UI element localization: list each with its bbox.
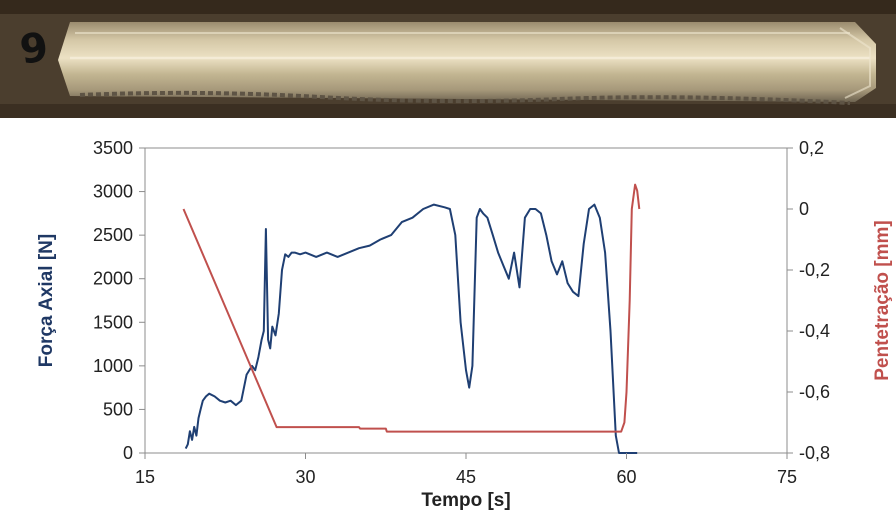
tick-labels: 15 30 45 60 75 0 500 1000 1500 2000 2500 3000 3500 -0… xyxy=(93,138,830,487)
specimen-label: 9 xyxy=(17,24,51,73)
weld-bead xyxy=(58,22,876,102)
x-axis-title: Tempo [s] xyxy=(421,490,510,511)
y-right-tick-label: -0,6 xyxy=(799,382,830,402)
force-series-line xyxy=(184,203,638,454)
force-penetration-chart: 15 30 45 60 75 0 500 1000 1500 2000 2500 3000 3500 -0… xyxy=(36,138,893,511)
y-left-tick-label: 1000 xyxy=(93,356,133,376)
x-tick-label: 45 xyxy=(456,467,476,487)
y-right-tick-label: 0 xyxy=(799,199,809,219)
penetration-series-line xyxy=(182,183,641,433)
x-tick-label: 15 xyxy=(135,467,155,487)
y-left-tick-label: 500 xyxy=(103,399,133,419)
y-left-tick-label: 0 xyxy=(123,443,133,463)
y-left-tick-label: 2000 xyxy=(93,269,133,289)
x-tick-label: 60 xyxy=(616,467,636,487)
plot-border xyxy=(144,147,788,454)
right-axis-title: Pentetração [mm] xyxy=(872,220,893,381)
y-left-tick-label: 3500 xyxy=(93,138,133,158)
y-right-tick-label: -0,4 xyxy=(799,321,830,341)
y-right-tick-label: 0,2 xyxy=(799,138,824,158)
x-tick-label: 75 xyxy=(777,467,797,487)
series-layer xyxy=(182,183,641,454)
plot-area xyxy=(144,147,788,454)
y-right-tick-label: -0,8 xyxy=(799,443,830,463)
x-tick-label: 30 xyxy=(295,467,315,487)
y-left-tick-label: 1500 xyxy=(93,312,133,332)
left-axis-title: Força Axial [N] xyxy=(36,234,57,367)
specimen-photo: 9 xyxy=(0,0,896,118)
y-right-tick-label: -0,2 xyxy=(799,260,830,280)
y-left-tick-label: 2500 xyxy=(93,225,133,245)
y-left-tick-label: 3000 xyxy=(93,182,133,202)
